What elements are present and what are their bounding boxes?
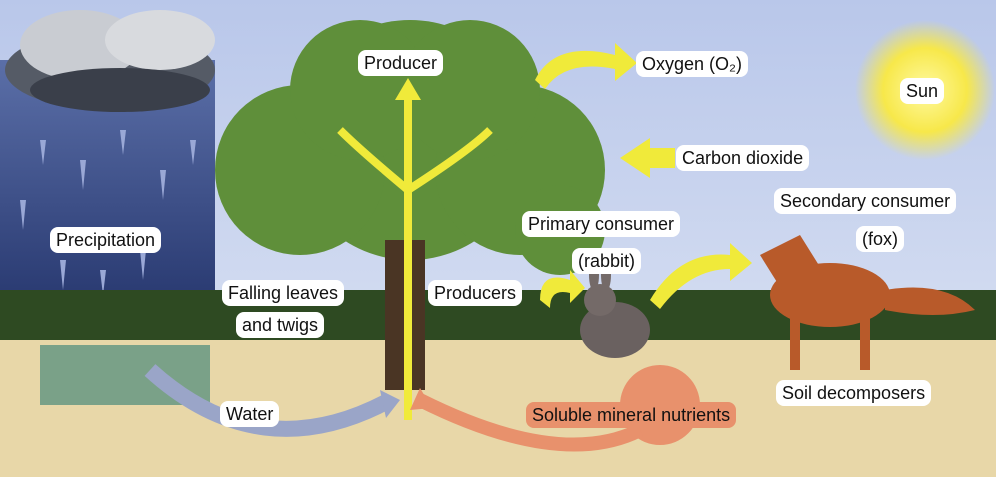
label: Producers bbox=[428, 280, 522, 306]
label: and twigs bbox=[236, 312, 324, 338]
cloud bbox=[5, 10, 215, 112]
label: Oxygen (O₂) bbox=[636, 51, 748, 77]
label: Sun bbox=[900, 78, 944, 104]
label: Carbon dioxide bbox=[676, 145, 809, 171]
label: (fox) bbox=[856, 226, 904, 252]
label: Soluble mineral nutrients bbox=[526, 402, 736, 428]
label: Water bbox=[220, 401, 279, 427]
label: Precipitation bbox=[50, 227, 161, 253]
ecosystem-diagram: Producer Oxygen (O₂) Sun Carbon dioxide … bbox=[0, 0, 996, 477]
label: Secondary consumer bbox=[774, 188, 956, 214]
label: (rabbit) bbox=[572, 248, 641, 274]
label: Falling leaves bbox=[222, 280, 344, 306]
label: Soil decomposers bbox=[776, 380, 931, 406]
label: Producer bbox=[358, 50, 443, 76]
label: Primary consumer bbox=[522, 211, 680, 237]
